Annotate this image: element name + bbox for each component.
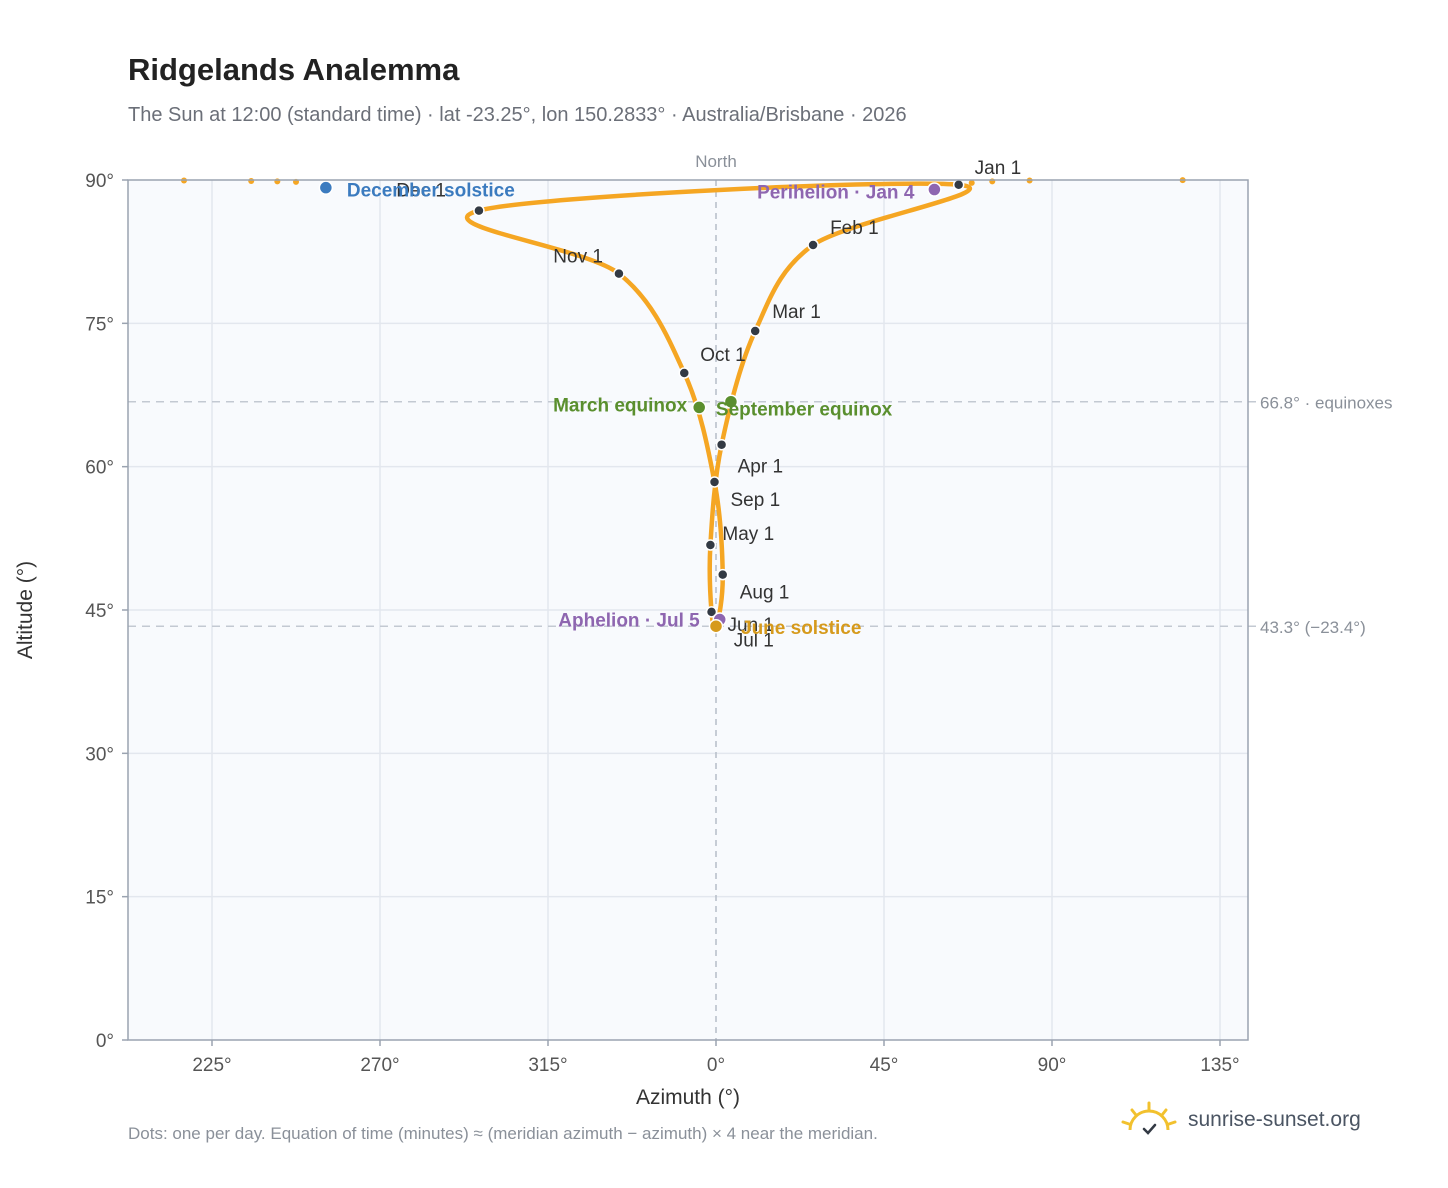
month-label: Nov 1: [553, 247, 603, 268]
grid-lines: [128, 180, 1248, 1040]
reference-line-label: 66.8° · equinoxes: [1260, 394, 1393, 413]
brand-label: sunrise-sunset.org: [1188, 1108, 1361, 1131]
month-label: Aug 1: [740, 583, 790, 604]
event-label: December solstice: [347, 181, 515, 202]
x-axis-label: Azimuth (°): [636, 1086, 740, 1109]
analemma-curve: [465, 181, 972, 630]
y-axis-ticks: 0° 15° 30° 45° 60° 75° 90°: [85, 171, 128, 1052]
month-label: Sep 1: [731, 490, 781, 511]
y-tick-label: 15°: [85, 888, 114, 909]
meridian-label: North: [695, 152, 737, 171]
month-marker: [749, 325, 761, 337]
reference-lines: 66.8° · equinoxes 43.3° (−23.4°): [128, 394, 1393, 637]
month-marker: [715, 438, 728, 451]
event-marker: [927, 182, 942, 197]
x-tick-label: 315°: [528, 1055, 567, 1076]
y-tick-label: 30°: [85, 744, 114, 765]
event-label: March equinox: [553, 395, 688, 416]
y-tick-label: 0°: [96, 1031, 114, 1052]
y-tick-label: 90°: [85, 171, 114, 192]
month-marker: [678, 367, 691, 379]
event-label: June solstice: [741, 618, 861, 639]
y-axis-label: Altitude (°): [14, 561, 37, 659]
analemma-path: [465, 181, 972, 630]
x-tick-label: 0°: [707, 1055, 725, 1076]
month-marker: [704, 539, 717, 551]
month-label: Apr 1: [738, 457, 783, 478]
month-marker: [613, 267, 625, 280]
month-marker: [473, 204, 485, 217]
x-axis-ticks: 225° 270° 315° 0° 45° 90° 135°: [192, 1040, 1240, 1076]
event-marker: [723, 394, 739, 409]
event-label: September equinox: [716, 400, 893, 421]
event-label: Aphelion · Jul 5: [558, 611, 700, 632]
y-tick-label: 60°: [85, 458, 114, 479]
daily-dot: [248, 177, 255, 184]
daily-dot: [968, 179, 975, 186]
month-label: Jun 1: [728, 615, 774, 636]
event-label: Perihelion · Jan 4: [757, 183, 915, 204]
footnote: Dots: one per day. Equation of time (min…: [128, 1124, 878, 1143]
month-label: Jan 1: [975, 158, 1021, 179]
sun-logo-icon: [1121, 1101, 1177, 1135]
x-tick-label: 90°: [1038, 1055, 1067, 1076]
month-marker: [952, 179, 965, 191]
event-marker: [708, 618, 724, 634]
chart-title: Ridgelands Analemma: [128, 52, 460, 87]
reference-line-label: 43.3° (−23.4°): [1260, 618, 1366, 637]
month-label: Mar 1: [772, 302, 821, 323]
y-tick-label: 45°: [85, 601, 114, 622]
month-label: Oct 1: [700, 345, 745, 366]
x-tick-label: 225°: [192, 1055, 231, 1076]
month-marker: [716, 568, 729, 581]
event-markers: December solstice Perihelion · Jan 4 March…: [318, 180, 942, 639]
month-marker: [807, 239, 819, 251]
event-marker: [318, 180, 334, 195]
x-tick-label: 45°: [870, 1055, 899, 1076]
month-label: Jul 1: [734, 630, 774, 651]
chart-subtitle: The Sun at 12:00 (standard time) · lat -…: [128, 104, 907, 126]
month-marker: [708, 476, 721, 488]
brand[interactable]: sunrise-sunset.org: [1120, 1100, 1361, 1140]
event-marker: [691, 400, 707, 415]
month-label: Dec 1: [396, 181, 446, 202]
month-label: May 1: [722, 524, 774, 545]
y-tick-label: 75°: [85, 314, 114, 335]
month-label: Feb 1: [830, 218, 879, 239]
x-tick-label: 270°: [360, 1055, 399, 1076]
month-marker: [705, 606, 718, 618]
x-tick-label: 135°: [1200, 1055, 1239, 1076]
